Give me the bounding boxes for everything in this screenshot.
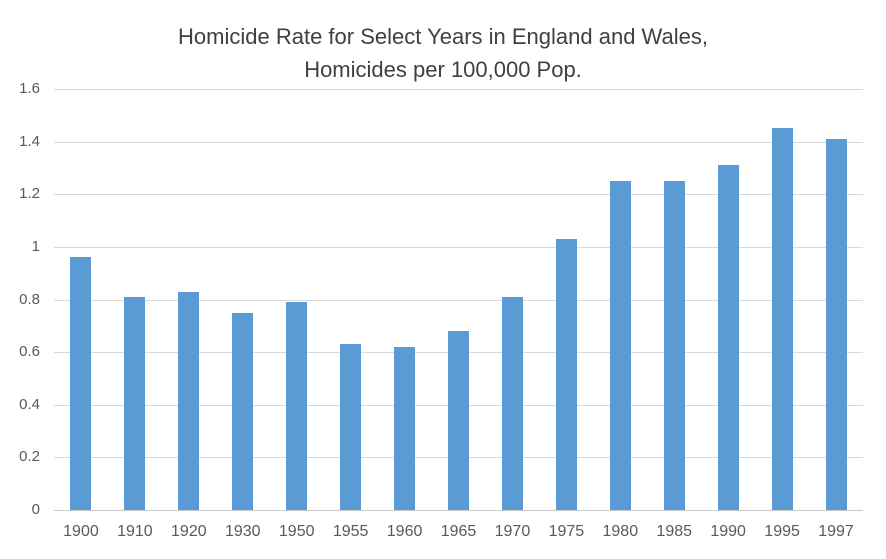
gridline (54, 299, 863, 301)
bar (394, 346, 416, 510)
bar (609, 181, 631, 510)
bar (286, 302, 308, 510)
x-tick-label: 1930 (224, 523, 261, 540)
x-tick-label: 1960 (386, 523, 423, 540)
x-tick-label: 1995 (764, 523, 800, 540)
gridline (54, 194, 863, 196)
gridline (54, 246, 863, 248)
bar (232, 312, 254, 510)
x-tick-label: 1975 (548, 523, 585, 540)
x-tick-label: 1990 (710, 523, 746, 540)
x-tick-label: 1950 (278, 523, 315, 540)
chart-title-line1: Homicide Rate for Select Years in Englan… (178, 24, 708, 49)
chart-title: Homicide Rate for Select Years in Englan… (0, 20, 886, 86)
x-tick-label: 1980 (602, 523, 639, 540)
bar (70, 257, 92, 510)
y-tick-label: 1.2 (19, 185, 40, 203)
bar (717, 165, 739, 510)
y-tick-label: 1.4 (19, 132, 40, 150)
y-tick-label: 0.8 (19, 290, 40, 308)
bar (663, 181, 685, 510)
bar (555, 238, 577, 510)
y-tick-label: 0.4 (19, 395, 40, 413)
bar (825, 138, 847, 510)
x-tick-label: 1910 (117, 523, 153, 540)
x-tick-label: 1920 (171, 523, 207, 540)
bar (340, 344, 362, 510)
y-tick-label: 1 (31, 237, 40, 255)
bar (124, 296, 146, 510)
gridline (54, 141, 863, 143)
y-tick-label: 0.6 (19, 343, 40, 361)
y-tick-label: 1.6 (19, 80, 40, 97)
x-tick-label: 1900 (63, 523, 99, 540)
bar (771, 128, 793, 510)
x-tick-label: 1955 (332, 523, 369, 540)
x-tick-label: 1997 (818, 523, 854, 540)
x-tick-label: 1985 (656, 523, 693, 540)
y-tick-label: 0 (31, 501, 40, 518)
bar (448, 331, 469, 510)
x-axis-line (54, 510, 863, 511)
x-tick-label: 1970 (494, 523, 531, 540)
x-tick-label: 1965 (440, 523, 477, 540)
y-tick-label: 0.2 (19, 448, 40, 466)
gridline (54, 89, 863, 90)
chart-title-line2: Homicides per 100,000 Pop. (304, 57, 582, 82)
bar (178, 291, 200, 510)
bar (501, 296, 523, 510)
